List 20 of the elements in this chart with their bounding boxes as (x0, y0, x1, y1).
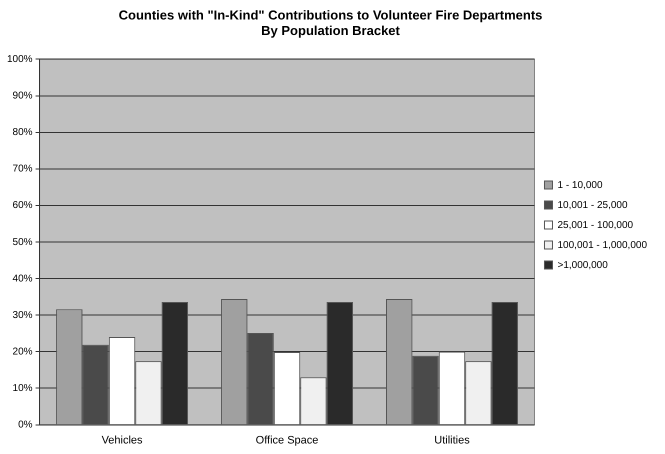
legend-label: >1,000,000 (557, 260, 608, 271)
y-tick-label: 50% (12, 236, 33, 248)
x-tick-label: Vehicles (102, 434, 144, 446)
y-tick-label: 70% (12, 164, 33, 175)
y-tick-label: 40% (12, 273, 33, 284)
y-tick-label: 100% (7, 54, 33, 65)
y-tick-label: 90% (12, 90, 33, 102)
legend-label: 100,001 - 1,000,000 (557, 240, 648, 251)
y-tick-label: 0% (18, 420, 33, 431)
legend-label: 10,001 - 25,000 (557, 200, 628, 211)
y-tick-label: 60% (12, 200, 33, 212)
legend-label: 25,001 - 100,000 (557, 220, 634, 231)
y-tick-label: 10% (12, 382, 33, 394)
y-tick-label: 20% (12, 346, 33, 358)
chart-title: Counties with "In-Kind" Contributions to Volunteer Fire Departments By Population Bracket (118, 7, 542, 38)
x-tick-label: Office Space (256, 434, 318, 446)
x-tick-label: Utilities (434, 434, 470, 446)
legend-label: 1 - 10,000 (557, 180, 603, 191)
y-tick-label: 30% (12, 310, 33, 321)
y-tick-label: 80% (12, 127, 33, 138)
